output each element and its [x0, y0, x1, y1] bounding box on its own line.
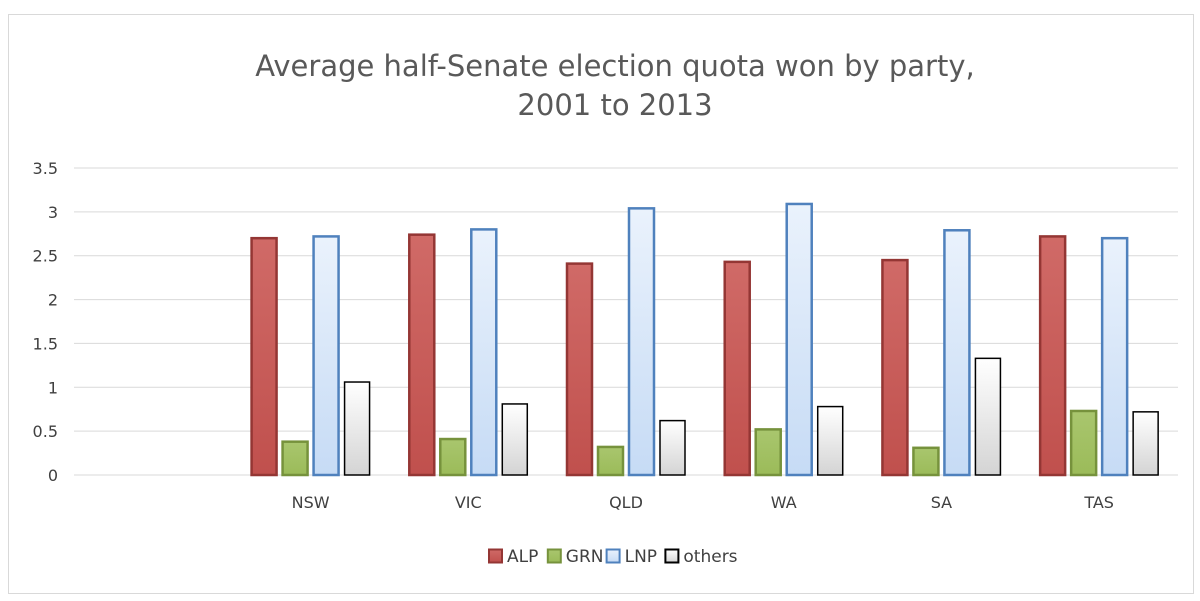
bar-alp-vic [408, 233, 436, 477]
legend-label-others: others [683, 547, 737, 567]
x-tick-label: WA [771, 493, 797, 512]
bar-alp-tas [1038, 235, 1067, 477]
legend-swatch-alp [488, 548, 503, 564]
legend-swatch-grn [546, 548, 562, 564]
legend: ALP GRN LNP others [488, 547, 738, 567]
bar-lnp-nsw [312, 235, 340, 477]
y-tick-label: 0 [48, 466, 58, 485]
x-tick-label: QLD [609, 493, 643, 512]
bar-lnp-vic [470, 228, 498, 477]
y-tick-label: 2 [48, 291, 58, 310]
bar-alp-qld [565, 262, 594, 477]
y-tick-label: 1.5 [33, 334, 58, 353]
x-tick-label: SA [931, 493, 952, 512]
legend-label-grn: GRN [566, 547, 604, 567]
x-tick-label: TAS [1083, 493, 1114, 512]
x-tick-label: VIC [455, 493, 482, 512]
gridlines [74, 167, 1178, 476]
bar-others-vic [501, 403, 529, 476]
bar-others-sa [974, 357, 1002, 476]
bar-others-nsw [343, 381, 371, 476]
bar-others-tas [1132, 411, 1159, 476]
bar-others-wa [816, 405, 844, 476]
bar-lnp-qld [627, 207, 656, 477]
bar-lnp-wa [785, 202, 813, 477]
chart-title-line-2: 2001 to 2013 [517, 88, 712, 122]
chart-title-line-1: Average half-Senate election quota won b… [255, 49, 974, 83]
bar-lnp-sa [943, 229, 971, 477]
legend-label-alp: ALP [507, 547, 538, 567]
x-tick-label: NSW [292, 493, 330, 512]
y-tick-label: 0.5 [33, 422, 58, 441]
bar-grn-sa [912, 446, 940, 477]
y-tick-label: 3 [48, 203, 58, 222]
bar-grn-nsw [281, 440, 309, 477]
x-axis-ticks: NSW VIC QLD WA SA TAS [292, 493, 1114, 512]
legend-swatch-lnp [605, 548, 621, 564]
bar-alp-sa [881, 258, 909, 477]
bar-grn-qld [596, 445, 625, 477]
bar-grn-tas [1069, 409, 1098, 477]
bars [250, 202, 1159, 477]
bar-lnp-tas [1100, 236, 1129, 477]
bar-alp-nsw [250, 236, 278, 477]
bar-grn-wa [754, 428, 782, 477]
y-tick-label: 3.5 [33, 159, 58, 178]
bar-grn-vic [439, 437, 467, 477]
bar-others-qld [659, 419, 686, 476]
chart-frame [8, 14, 1194, 594]
y-tick-label: 2.5 [33, 247, 58, 266]
y-axis-ticks: 0 0.5 1 1.5 2 2.5 3 3.5 [33, 159, 58, 485]
legend-swatch-others [664, 548, 680, 564]
y-tick-label: 1 [48, 378, 58, 397]
bar-alp-wa [723, 260, 751, 477]
legend-label-lnp: LNP [625, 547, 657, 567]
